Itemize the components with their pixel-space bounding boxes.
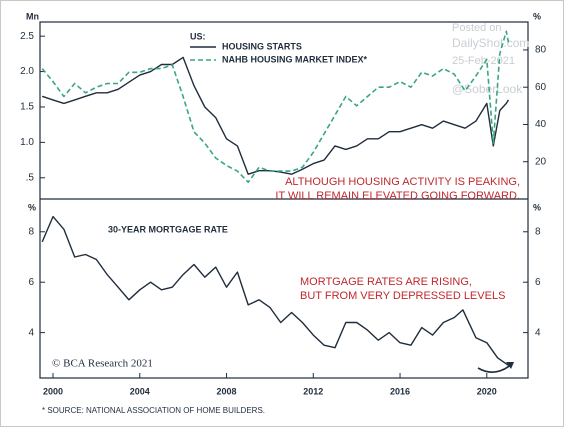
x-tick-label: 2012 xyxy=(303,386,323,396)
x-tick-label: 2000 xyxy=(43,386,63,396)
x-tick-label: 2004 xyxy=(130,386,150,396)
arrow-head xyxy=(506,362,514,369)
y-tick-label: 2.5 xyxy=(20,31,34,42)
annotation: MORTGAGE RATES ARE RISING, xyxy=(300,276,472,288)
series-line xyxy=(41,30,510,183)
y2-tick-label: 6 xyxy=(535,277,541,288)
y2-tick-label: 80 xyxy=(535,45,547,56)
watermark: @SoberLook xyxy=(452,82,523,96)
legend-title: US: xyxy=(190,31,206,41)
x-tick-label: 2016 xyxy=(390,386,410,396)
x-tick-label: 2020 xyxy=(477,386,497,396)
credit: © BCA Research 2021 xyxy=(52,358,153,370)
legend-label: HOUSING STARTS xyxy=(222,41,302,51)
y-tick-label: 1.0 xyxy=(20,137,34,148)
y2-tick-label: 20 xyxy=(535,156,547,167)
watermark: 25-Feb-2021 xyxy=(452,55,515,67)
x-tick-label: 2008 xyxy=(217,386,237,396)
watermark: Posted on xyxy=(452,22,502,34)
series-line xyxy=(41,215,509,366)
y-tick-label: 1.5 xyxy=(20,102,34,113)
unit-right: % xyxy=(533,202,541,212)
annotation: IT WILL REMAIN ELEVATED GOING FORWARD. xyxy=(275,190,520,202)
plot-frame xyxy=(39,21,529,379)
y2-tick-label: 40 xyxy=(535,119,547,130)
unit-right: % xyxy=(533,11,541,21)
annotation: ALTHOUGH HOUSING ACTIVITY IS PEAKING, xyxy=(285,176,520,188)
footnote: * SOURCE: NATIONAL ASSOCIATION OF HOME B… xyxy=(42,406,265,415)
legend-label: NAHB HOUSING MARKET INDEX* xyxy=(222,54,368,64)
watermark: DailyShot.com xyxy=(452,36,529,50)
y-tick-label: .5 xyxy=(26,172,35,183)
unit-left: % xyxy=(28,202,36,212)
series-line xyxy=(41,56,510,175)
annotation: BUT FROM VERY DEPRESSED LEVELS xyxy=(300,290,505,302)
y2-tick-label: 4 xyxy=(535,327,541,338)
y-tick-label: 8 xyxy=(28,226,34,237)
y-tick-label: 6 xyxy=(28,277,34,288)
y2-tick-label: 8 xyxy=(535,226,541,237)
panel-subtitle: 30-YEAR MORTGAGE RATE xyxy=(108,224,228,234)
y2-tick-label: 60 xyxy=(535,82,547,93)
y-tick-label: 4 xyxy=(28,327,34,338)
unit-left: Mn xyxy=(26,11,39,21)
y-tick-label: 2.0 xyxy=(20,66,34,77)
